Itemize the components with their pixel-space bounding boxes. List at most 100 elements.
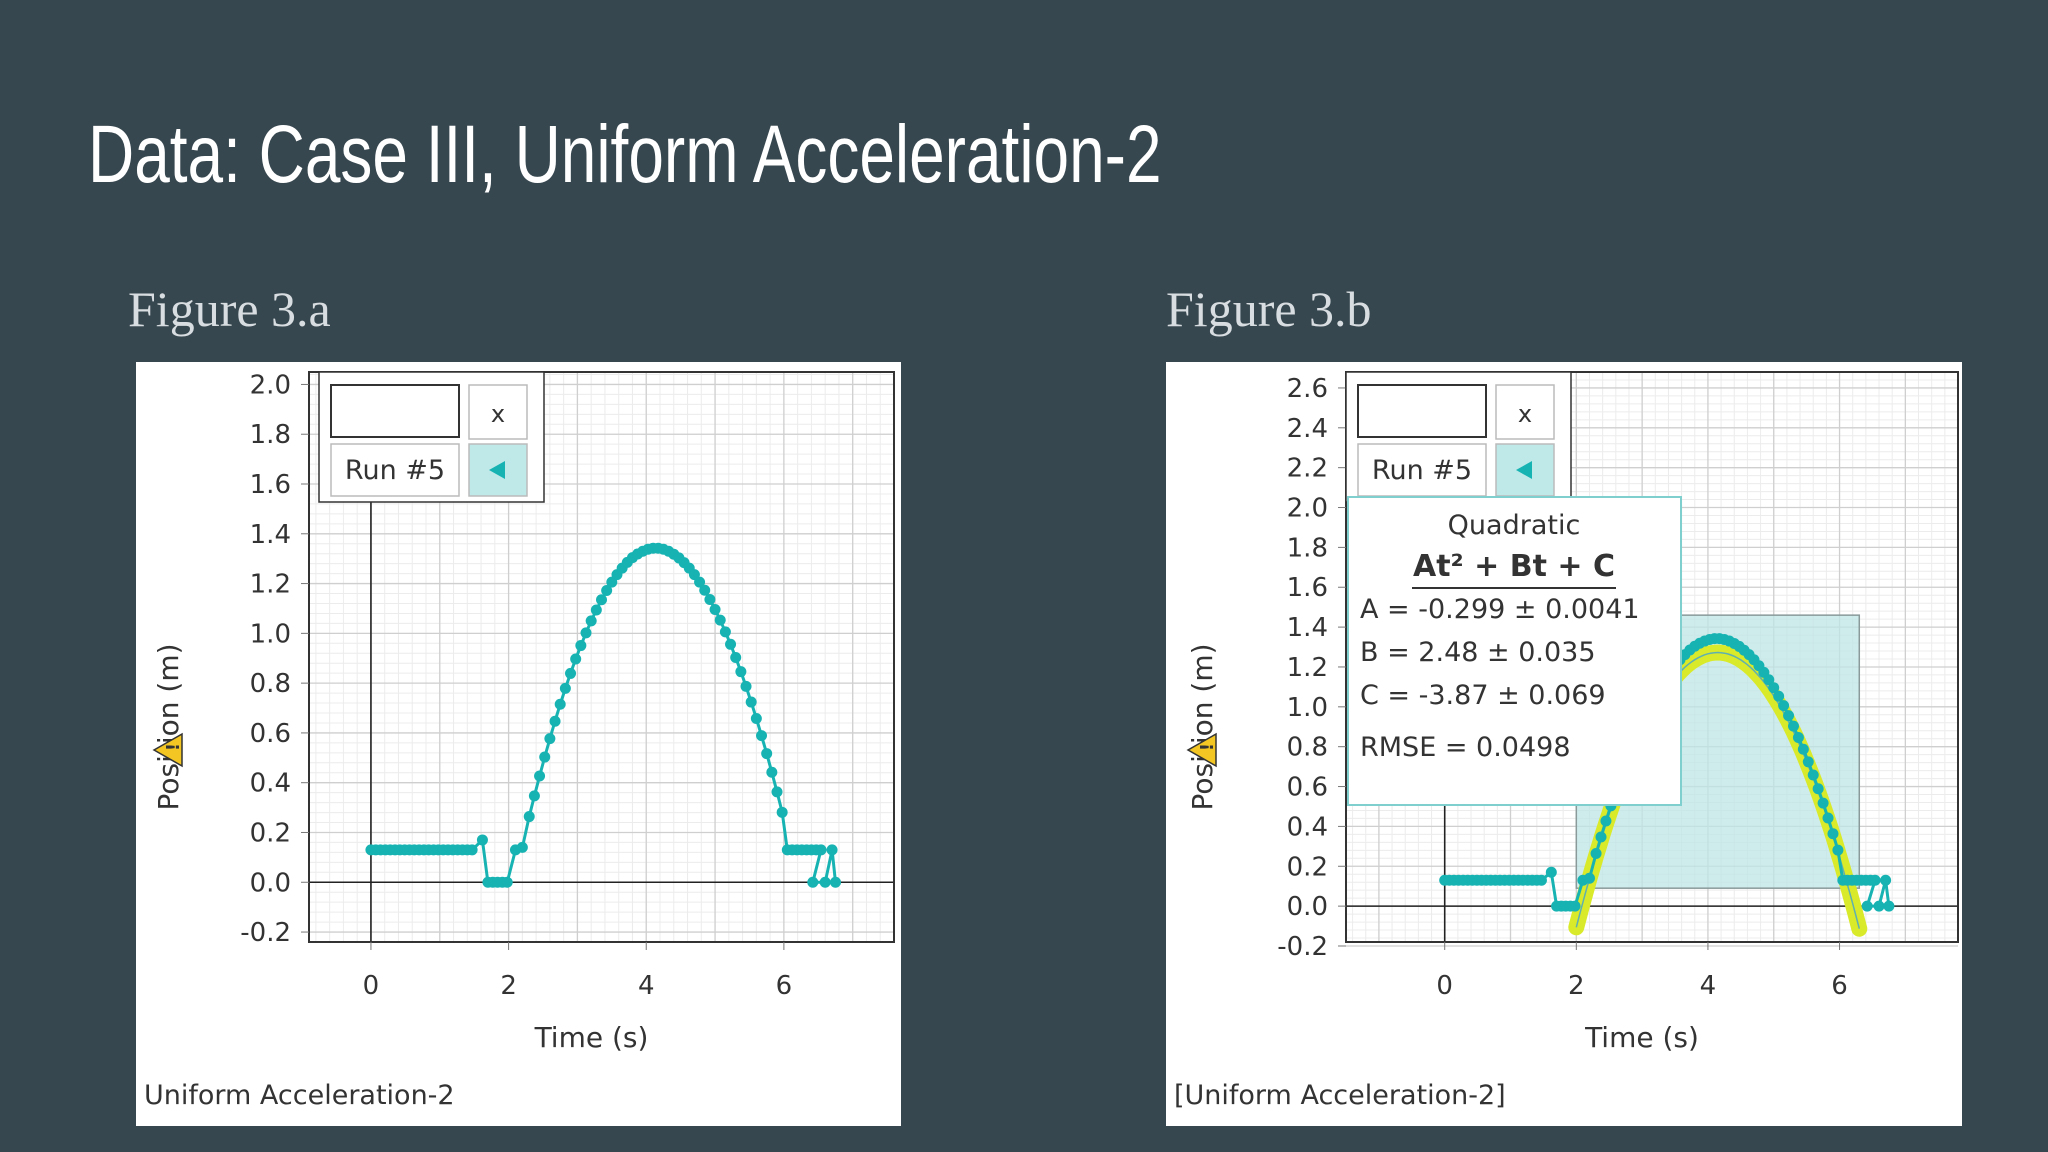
x-tick-label: 4 [638, 971, 655, 1001]
x-tick-label: 6 [1831, 971, 1848, 1001]
warning-icon [152, 732, 183, 768]
x-tick-label: 6 [776, 971, 793, 1001]
legend-close-button [468, 384, 528, 440]
data-point [1812, 783, 1824, 795]
y-tick-label: 1.0 [1287, 693, 1328, 723]
y-tick-label: 1.6 [1287, 573, 1328, 603]
data-point [771, 786, 783, 798]
data-point [1583, 872, 1595, 884]
data-point [1569, 900, 1581, 912]
y-tick-label: 1.8 [250, 420, 291, 450]
data-point [596, 594, 607, 606]
data-point [719, 626, 731, 638]
data-point [1590, 848, 1602, 860]
legend-name-field [330, 384, 460, 438]
data-point [565, 667, 577, 679]
plot-frame [308, 371, 895, 943]
x-tick-label: 2 [500, 971, 517, 1001]
y-tick-label: 2.4 [1287, 414, 1328, 444]
figure-footer-label: [Uniform Acceleration-2] [1174, 1080, 1506, 1111]
legend-name-field [1357, 384, 1487, 438]
data-point [466, 844, 478, 856]
x-axis-label: Time (s) [534, 1021, 649, 1054]
y-tick-label: 1.0 [250, 619, 291, 649]
fit-title: Quadratic [1448, 510, 1581, 541]
data-point [1535, 874, 1547, 886]
legend-close-label: x [491, 400, 505, 428]
warning-icon [1186, 732, 1217, 768]
data-point [704, 594, 716, 606]
y-tick-label: 0.2 [1287, 852, 1328, 882]
y-tick-label: 0.0 [1287, 892, 1328, 922]
x-tick-label: 4 [1700, 971, 1717, 1001]
data-point [761, 748, 773, 760]
data-point [699, 584, 711, 596]
data-point [807, 876, 819, 888]
data-point [476, 834, 488, 846]
data-point [559, 682, 571, 694]
y-tick-label: 1.2 [250, 570, 291, 600]
y-tick-label: 0.2 [250, 818, 291, 848]
data-point [1827, 828, 1839, 840]
data-point [709, 603, 721, 615]
data-point [756, 730, 768, 742]
series-marker-icon [1516, 461, 1532, 479]
data-point [745, 696, 757, 708]
data-point [1595, 831, 1607, 843]
data-point [1797, 743, 1809, 755]
figure-3b-caption: Figure 3.b [1166, 281, 1372, 337]
y-tick-label: 0.0 [250, 868, 291, 898]
data-point [523, 811, 535, 823]
data-point [1773, 690, 1785, 702]
warning-icon-mark: ! [163, 743, 184, 751]
data-point [725, 638, 737, 650]
y-tick-label: -0.2 [240, 918, 291, 948]
series-marker-icon [489, 461, 505, 479]
y-axis-label: Position (m) [152, 643, 185, 810]
data-point [1783, 710, 1795, 722]
data-point [528, 790, 540, 802]
data-point [575, 640, 587, 652]
data-point [1883, 900, 1895, 912]
warning-icon-mark: ! [1197, 743, 1218, 751]
data-point [1817, 797, 1829, 809]
y-tick-label: 0.4 [1287, 812, 1328, 842]
data-point [819, 876, 831, 888]
y-tick-label: 1.2 [1287, 653, 1328, 683]
y-tick-label: 2.0 [250, 370, 291, 400]
data-point [516, 841, 528, 853]
data-point [1873, 900, 1885, 912]
data-point [826, 844, 838, 856]
slide-title: Data: Case III, Uniform Acceleration-2 [88, 109, 1162, 200]
data-point [776, 806, 788, 818]
fit-param-a: A = -0.299 ± 0.0041 [1360, 594, 1640, 625]
data-point [1768, 682, 1780, 694]
data-point [570, 653, 582, 665]
figure-3b-chart: -0.2 0.0 0.2 0.4 0.6 0.8 1.0 1.2 1.4 1.6 1.8 2.0 2.2… [1174, 371, 1959, 1111]
y-axis-label: Position (m) [1186, 643, 1219, 810]
figure-footer-label: Uniform Acceleration-2 [144, 1080, 455, 1111]
data-point [539, 751, 551, 763]
figure-3b-panel: -0.2 0.0 0.2 0.4 0.6 0.8 1.0 1.2 1.4 1.6 1.8 2.0 2.2… [1166, 362, 1962, 1126]
legend-run-field [330, 443, 460, 497]
fit-rmse: RMSE = 0.0498 [1360, 732, 1571, 763]
data-point [1807, 769, 1819, 781]
data-point [1792, 732, 1804, 744]
data-point [1787, 720, 1799, 732]
data-point [549, 715, 561, 727]
fit-param-b: B = 2.48 ± 0.035 [1360, 637, 1596, 668]
fit-param-c: C = -3.87 ± 0.069 [1360, 680, 1606, 711]
data-point [585, 615, 597, 627]
data-point [1802, 756, 1814, 768]
y-tick-label: 1.4 [1287, 613, 1328, 643]
data-point [735, 666, 747, 678]
figure-3a-caption: Figure 3.a [128, 281, 331, 337]
x-tick-label: 0 [1436, 971, 1453, 1001]
figure-3a-chart: -0.2 0.0 0.2 0.4 0.6 0.8 1.0 1.2 1.4 1.6 1.8 2.0 0 2 4… [144, 370, 895, 1111]
figure-3a-panel: -0.2 0.0 0.2 0.4 0.6 0.8 1.0 1.2 1.4 1.6 1.8 2.0 0 2 4… [136, 362, 901, 1126]
legend-close-button [1495, 384, 1555, 440]
x-axis-label: Time (s) [1584, 1021, 1699, 1054]
x-tick-label: 0 [363, 971, 380, 1001]
data-point [544, 733, 556, 745]
y-tick-label: -0.2 [1277, 932, 1328, 962]
